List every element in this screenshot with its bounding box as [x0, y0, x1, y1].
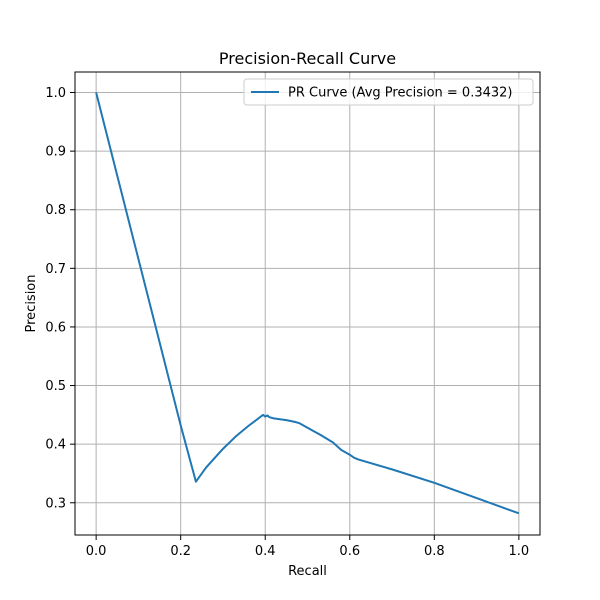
x-tick-label: 0.2 — [170, 544, 191, 559]
x-tick-label: 0.8 — [424, 544, 445, 559]
x-tick-label: 0.6 — [339, 544, 360, 559]
y-tick-label: 0.5 — [45, 379, 66, 394]
y-tick-label: 0.6 — [45, 320, 66, 335]
x-axis-label: Recall — [288, 564, 327, 579]
legend-entry-label: PR Curve (Avg Precision = 0.3432) — [288, 86, 513, 101]
y-tick-label: 1.0 — [45, 86, 66, 101]
y-tick-label: 0.7 — [45, 262, 66, 277]
legend: PR Curve (Avg Precision = 0.3432) — [243, 78, 534, 106]
ticks: 0.0 0.2 0.4 0.6 0.8 1.0 0.3 0.4 0.5 0.6 0.7 0.8 0.9 1… — [45, 86, 529, 559]
chart-title: Precision-Recall Curve — [219, 49, 396, 68]
y-axis-label: Precision — [24, 274, 39, 332]
legend-box — [243, 78, 534, 106]
series-layer — [95, 92, 520, 515]
y-tick-label: 0.4 — [45, 438, 66, 453]
y-tick-label: 0.8 — [45, 203, 66, 218]
plot-frame — [74, 71, 541, 536]
x-tick-label: 1.0 — [509, 544, 530, 559]
pr-curve-line — [95, 92, 520, 515]
y-tick-label: 0.3 — [45, 496, 66, 511]
x-tick-label: 0.0 — [86, 544, 107, 559]
grid — [75, 72, 540, 535]
x-tick-label: 0.4 — [255, 544, 276, 559]
y-tick-label: 0.9 — [45, 145, 66, 160]
